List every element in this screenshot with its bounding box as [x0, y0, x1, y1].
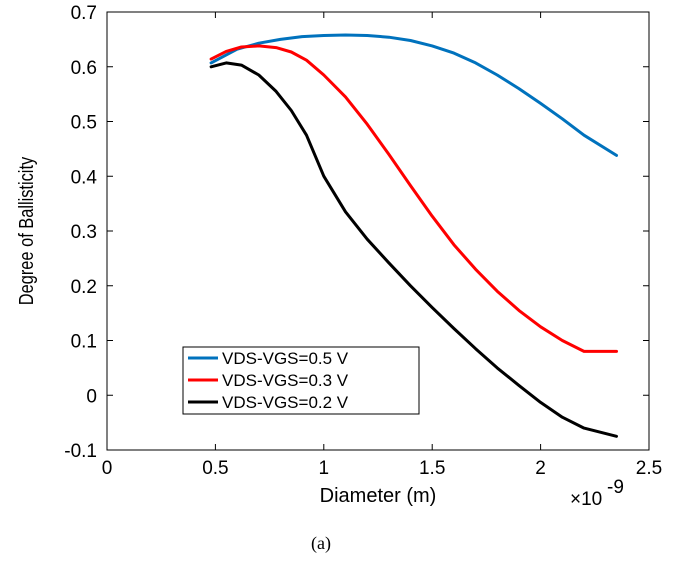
figure-caption: (a): [311, 533, 331, 554]
y-tick-label: 0.4: [71, 167, 98, 188]
y-tick-label: 0.6: [71, 58, 97, 79]
series-layer: [209, 33, 618, 438]
legend-label-2: VDS-VGS=0.3 V: [222, 371, 349, 390]
legend: VDS-VGS=0.5 V VDS-VGS=0.3 V VDS-VGS=0.2 V: [182, 346, 420, 415]
x-axis-title: Diameter (m): [320, 485, 437, 507]
y-tick-label: 0: [86, 386, 97, 407]
legend-label-3: VDS-VGS=0.2 V: [222, 393, 349, 412]
x-tick-label: 1: [319, 458, 330, 479]
y-tick-label: 0.2: [71, 277, 97, 298]
y-tick-label: -0.1: [64, 441, 97, 462]
x-tick-label: 0: [102, 458, 113, 479]
y-tick-label: 0.5: [71, 113, 97, 134]
x-tick-label: 1.5: [419, 458, 445, 479]
series-line-3: [209, 61, 618, 438]
y-tick-label: 0.7: [71, 3, 97, 24]
x-multiplier: ×10: [570, 489, 602, 510]
legend-label-1: VDS-VGS=0.5 V: [222, 349, 349, 368]
legend-box: [182, 346, 420, 415]
y-tick-label: 0.1: [71, 332, 97, 353]
tick-layer: 0 0.5 1 1.5 2 2.5-0.100.10.20.30.40.50.60.7: [64, 3, 662, 479]
x-tick-label: 0.5: [202, 458, 228, 479]
x-multiplier-exponent: -9: [607, 477, 624, 498]
series-line-1: [209, 33, 618, 157]
y-tick-label: 0.3: [71, 222, 97, 243]
x-tick-label: 2: [535, 458, 546, 479]
x-tick-label: 2.5: [636, 458, 662, 479]
series-line-2: [209, 44, 618, 353]
y-axis-title: Degree of Ballisticity: [14, 156, 37, 305]
